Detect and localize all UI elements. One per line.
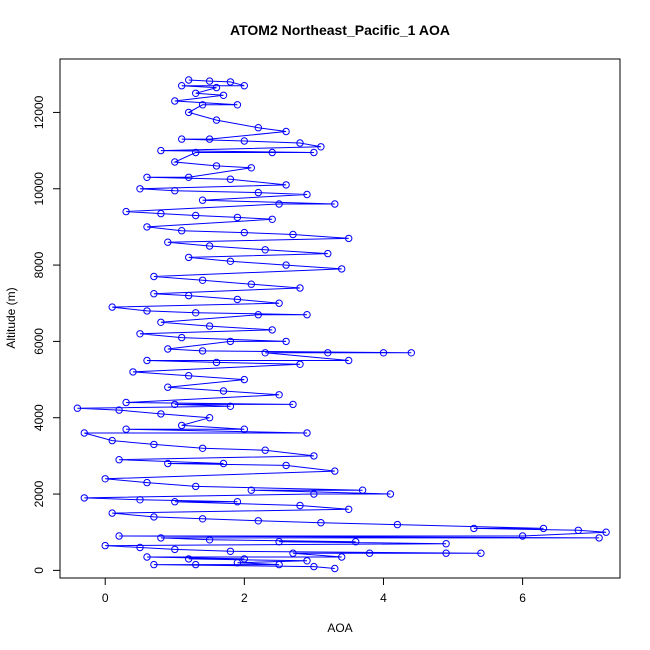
- chart-title: ATOM2 Northeast_Pacific_1 AOA: [230, 22, 450, 38]
- y-tick-label: 10000: [32, 172, 46, 206]
- data-points: [73, 76, 610, 573]
- x-tick-label: 2: [241, 591, 248, 605]
- y-axis: 0 2000 4000 6000 8000 10000 12000: [32, 95, 61, 574]
- y-tick-label: 8000: [32, 251, 46, 278]
- x-tick-label: 6: [519, 591, 526, 605]
- y-axis-label: Altitude (m): [4, 287, 18, 348]
- y-tick-label: 2000: [32, 480, 46, 507]
- y-tick-label: 4000: [32, 404, 46, 431]
- x-axis: 0 2 4 6: [102, 577, 526, 605]
- data-point: [185, 108, 193, 117]
- y-tick-label: 12000: [32, 95, 46, 129]
- y-tick-label: 0: [32, 567, 46, 574]
- x-tick-label: 4: [380, 591, 387, 605]
- x-tick-label: 0: [102, 591, 109, 605]
- x-axis-label: AOA: [327, 621, 352, 635]
- y-tick-label: 6000: [32, 328, 46, 355]
- data-point: [212, 116, 221, 124]
- series-line: [77, 79, 607, 569]
- connecting-lines: [77, 79, 607, 569]
